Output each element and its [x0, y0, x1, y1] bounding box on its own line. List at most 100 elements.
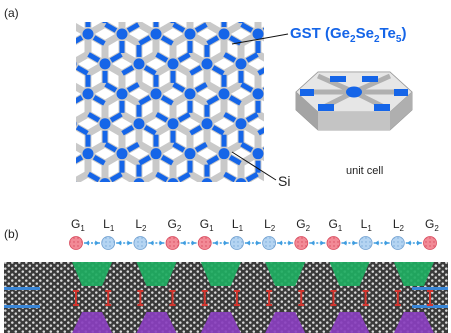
- loss-site: [358, 236, 373, 250]
- gst-disk: [201, 118, 213, 130]
- gst-bar: [87, 0, 100, 3]
- gst-disk: [270, 58, 281, 69]
- site-label: G2: [296, 217, 310, 233]
- arrow-head-right: [256, 240, 261, 246]
- gst-disk: [99, 58, 111, 70]
- waveguide-right-top: [412, 287, 448, 290]
- si-spoke: [105, 4, 122, 14]
- gst-bar: [52, 161, 57, 173]
- gst-bar: [76, 5, 89, 15]
- gst-bar: [87, 52, 101, 63]
- gst-bar: [239, 191, 244, 203]
- si-spoke: [54, 24, 71, 34]
- gst-disk: [134, 0, 145, 10]
- defect-marker: [169, 290, 176, 292]
- gain-site: [165, 236, 180, 250]
- gain-region-top: [72, 262, 113, 286]
- gst-bar: [178, 0, 191, 3]
- gst-bar: [228, 95, 242, 106]
- gst-disk: [235, 58, 247, 70]
- gst-bar: [36, 202, 49, 212]
- gst-disk: [133, 58, 145, 70]
- gst-bar: [52, 221, 57, 233]
- gst-disk: [150, 28, 162, 40]
- si-spoke: [54, 114, 71, 124]
- si-spoke: [71, 4, 88, 14]
- si-spoke: [292, 184, 309, 194]
- unit-cell-front-face: [318, 112, 390, 130]
- si-spoke: [275, 114, 292, 124]
- gst-bar: [36, 142, 49, 152]
- gst-bar: [280, 65, 293, 75]
- loss-region-bottom: [329, 312, 370, 333]
- gst-bar: [291, 0, 304, 3]
- gst-disk: [338, 178, 349, 189]
- gst-bar: [240, 202, 253, 212]
- gst-bar: [240, 142, 254, 153]
- si-spoke: [54, 64, 71, 74]
- gst-bar: [325, 185, 338, 195]
- defect-marker: [298, 290, 305, 292]
- si-spoke: [275, 4, 292, 14]
- loss-site: [262, 236, 276, 250]
- gst-disk: [270, 0, 281, 10]
- si-spoke: [292, 4, 309, 14]
- gst-bar: [121, 65, 135, 76]
- gst-bar: [144, 185, 157, 195]
- gst-disk: [287, 148, 298, 159]
- gst-bar: [119, 160, 125, 173]
- gst-bar: [76, 125, 89, 136]
- gst-bar: [324, 161, 329, 173]
- gst-bar: [92, 95, 106, 106]
- arrow-head-left: [149, 240, 154, 246]
- si-spoke: [241, 204, 258, 214]
- defect-marker: [266, 290, 273, 292]
- si-spoke: [122, 0, 139, 4]
- gst-disk: [117, 208, 128, 219]
- unit-cell-gst-bottom-right: [374, 104, 390, 111]
- gain-site: [326, 236, 341, 250]
- gst-bar: [331, 202, 344, 212]
- waveguide-left-top: [4, 287, 40, 290]
- defect-marker: [201, 304, 208, 306]
- gst-bar: [59, 22, 72, 32]
- gst-disk: [168, 0, 179, 10]
- si-spoke: [173, 180, 178, 182]
- site-label: L1: [103, 217, 115, 233]
- gst-bar: [211, 125, 225, 136]
- gst-bar: [212, 5, 225, 15]
- gst-bar: [109, 112, 123, 123]
- gst-bar: [127, 202, 140, 212]
- gst-bar: [307, 191, 312, 203]
- si-spoke: [71, 184, 88, 194]
- si-spoke: [71, 204, 88, 214]
- arrow-head-right: [127, 240, 132, 246]
- gst-bar: [204, 164, 210, 177]
- gst-bar: [104, 22, 118, 33]
- gst-bar: [238, 70, 244, 83]
- gst-bar: [255, 100, 261, 113]
- si-spoke: [241, 214, 258, 224]
- si-spoke: [173, 0, 190, 4]
- unit-cell-gst-top-right: [362, 76, 378, 82]
- gst-bar: [262, 82, 264, 93]
- si-spoke: [202, 180, 207, 182]
- si-spoke: [326, 4, 343, 14]
- gain-region-top: [265, 262, 306, 286]
- si-spoke: [275, 0, 292, 4]
- loss-region-bottom: [136, 312, 177, 333]
- defect-marker: [364, 292, 367, 304]
- defect-marker: [75, 292, 77, 304]
- arrow-head-right: [417, 240, 421, 246]
- si-spoke: [275, 144, 292, 154]
- si-spoke: [76, 170, 91, 182]
- gst-bar: [274, 155, 287, 165]
- gst-bar: [177, 112, 191, 123]
- si-spoke: [309, 54, 326, 64]
- unit-cell-gst-right: [394, 89, 408, 96]
- si-spoke: [54, 34, 71, 44]
- gst-bar: [53, 65, 66, 75]
- gst-disk: [185, 208, 196, 219]
- si-spoke: [207, 204, 224, 214]
